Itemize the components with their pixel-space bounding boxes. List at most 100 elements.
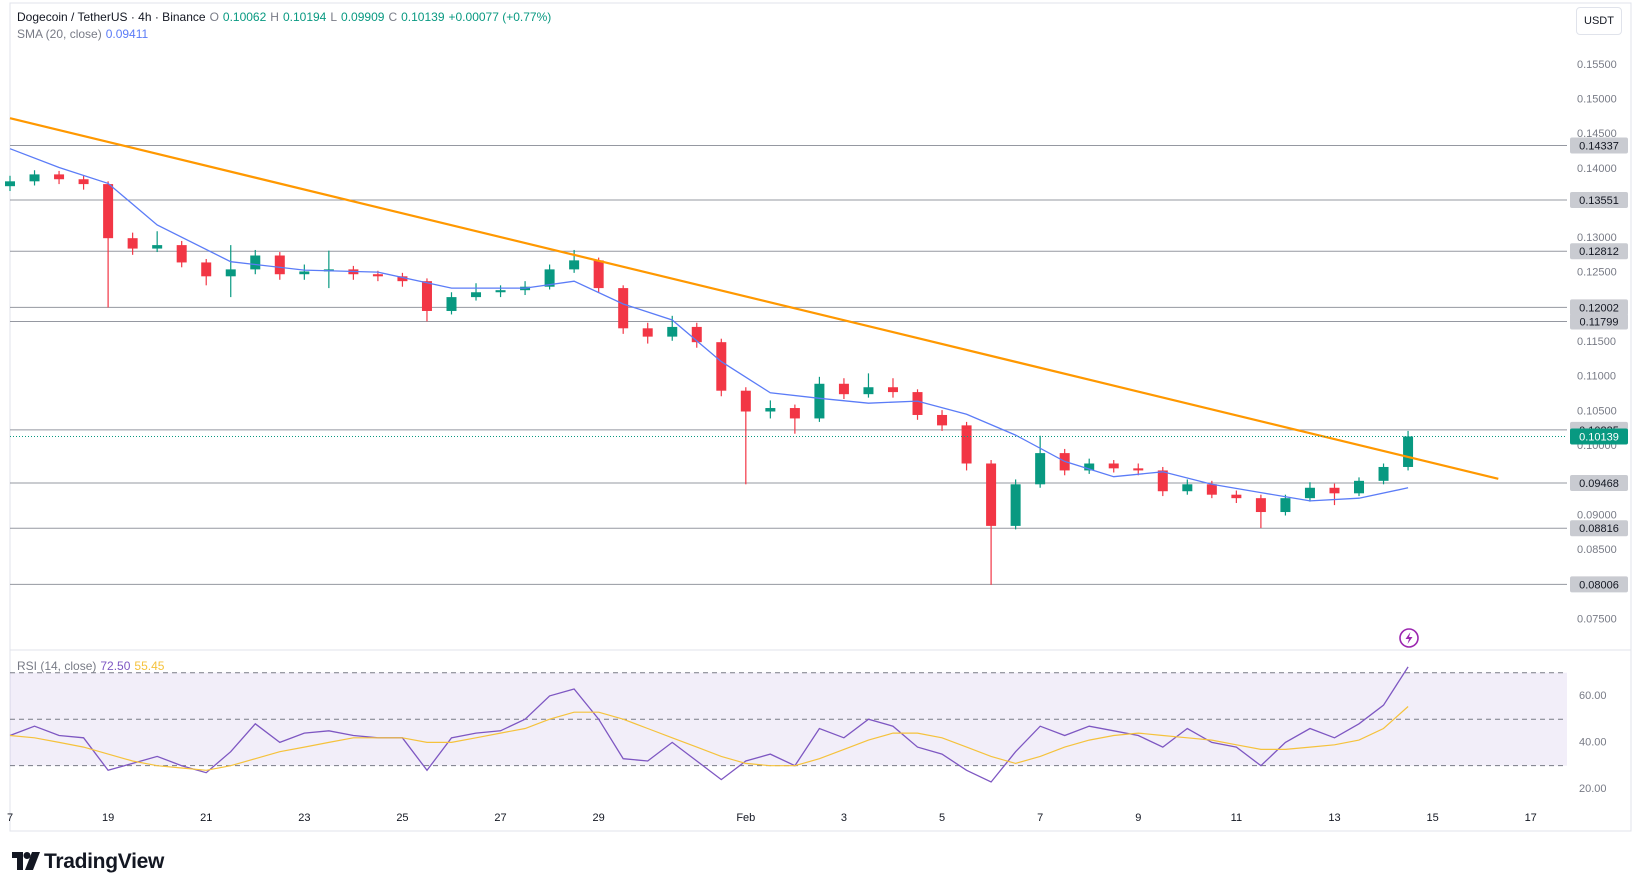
candle-body	[1084, 463, 1095, 471]
candle-body	[642, 328, 653, 337]
level-label: 0.14337	[1579, 140, 1619, 152]
symbol-legend: Dogecoin / TetherUS · 4h · Binance O 0.100…	[17, 10, 555, 24]
candle-body	[54, 174, 65, 180]
candle-body	[1255, 498, 1266, 513]
sma-value: 0.09411	[105, 27, 149, 41]
candle-body	[691, 326, 702, 343]
ohlc-label: H	[270, 10, 279, 24]
rsi-legend: RSI (14, close) 72.50 55.45	[17, 659, 168, 673]
candle-body	[1329, 487, 1340, 494]
level-label-box	[1570, 137, 1628, 154]
candle-body	[1133, 468, 1144, 471]
candle-body	[740, 390, 751, 412]
candle-body	[471, 292, 482, 298]
candle-body	[1280, 498, 1291, 513]
level-label-box	[1570, 475, 1628, 492]
candle-body	[127, 238, 138, 249]
candle-body	[1378, 466, 1389, 481]
level-label: 0.09468	[1579, 478, 1619, 490]
ohlc-value: 0.10139	[401, 10, 445, 24]
level-label: 0.08006	[1579, 579, 1619, 591]
y-tick-label: 0.14000	[1577, 163, 1617, 175]
candle-body	[569, 260, 580, 270]
y-tick-label: 0.09000	[1577, 509, 1617, 521]
alert-icon[interactable]	[1399, 628, 1419, 648]
level-label-box	[1570, 191, 1628, 208]
candle-body	[446, 297, 457, 311]
candle-body	[986, 463, 997, 526]
x-tick-label: 15	[1426, 812, 1438, 824]
rsi-value: 72.50	[100, 659, 131, 673]
symbol-title: Dogecoin / TetherUS · 4h · Binance	[17, 10, 206, 24]
ohlc-value: 0.10062	[222, 10, 267, 24]
ohlc-label: O	[209, 10, 219, 24]
rsi-tick-label: 20.00	[1579, 783, 1607, 795]
x-tick-label: 23	[298, 812, 310, 824]
x-tick-label: 17	[1525, 812, 1537, 824]
x-tick-label: 7	[1037, 812, 1043, 824]
candle-body	[765, 408, 776, 412]
candle-body	[78, 179, 89, 185]
candle-body	[299, 271, 310, 275]
x-tick-label: 27	[494, 812, 506, 824]
candle-body	[838, 383, 849, 395]
ohlc-label: L	[330, 10, 338, 24]
candle-body	[495, 290, 506, 293]
y-tick-label: 0.07500	[1577, 613, 1617, 625]
y-tick-label: 0.14500	[1577, 128, 1617, 140]
x-tick-label: 9	[1135, 812, 1141, 824]
candle-body	[1035, 453, 1046, 485]
logo-part	[23, 852, 31, 859]
candle-body	[225, 269, 236, 277]
candle-body	[1231, 494, 1242, 499]
last-price-label: 0.10139	[1579, 431, 1619, 443]
ohlc-value: 0.10194	[282, 10, 327, 24]
candle-body	[863, 387, 874, 395]
chart-frame	[9, 2, 1632, 832]
x-tick-label: 3	[841, 812, 847, 824]
x-tick-label: 13	[1328, 812, 1340, 824]
rsi-name: RSI (14, close)	[17, 659, 97, 673]
candle-body	[937, 414, 948, 426]
trend-line	[9, 117, 1499, 480]
sma-name: SMA (20, close)	[17, 27, 102, 41]
y-tick-label: 0.12500	[1577, 267, 1617, 279]
candle-body	[887, 387, 898, 393]
candle-body	[789, 408, 800, 419]
candle-body	[5, 181, 15, 187]
candle-body	[372, 274, 383, 277]
candle-body	[1182, 484, 1193, 492]
level-label: 0.11799	[1580, 316, 1619, 328]
rsi-sma-line	[9, 706, 1409, 771]
brand-name: TradingView	[44, 850, 165, 873]
candle-body	[274, 255, 285, 275]
level-label: 0.13551	[1579, 195, 1619, 207]
logo-mark	[12, 852, 40, 870]
rsi-sma-value: 55.45	[134, 659, 165, 673]
level-label-box	[1570, 313, 1628, 330]
ohlc-label: C	[388, 10, 398, 24]
x-tick-label: Feb	[736, 812, 755, 824]
candle-body	[814, 383, 825, 419]
candle-body	[1354, 480, 1365, 494]
candle-body	[1010, 484, 1021, 526]
x-tick-label: 21	[200, 812, 212, 824]
logo-part	[12, 852, 23, 870]
candle-body	[1206, 484, 1217, 495]
candle-body	[544, 269, 555, 287]
candle-body	[1304, 487, 1315, 499]
candle-body	[1108, 463, 1119, 469]
level-label-box	[1570, 243, 1628, 260]
rsi-tick-label: 40.00	[1579, 736, 1607, 748]
candle-body	[201, 262, 212, 277]
candle-body	[1403, 436, 1414, 467]
y-tick-label: 0.11000	[1577, 371, 1616, 383]
rsi-line	[9, 666, 1409, 783]
level-label: 0.08816	[1579, 523, 1619, 535]
candle-body	[29, 174, 40, 182]
currency-button[interactable]: USDT	[1576, 7, 1622, 35]
rsi-tick-label: 60.00	[1579, 690, 1607, 702]
y-tick-label: 0.11500	[1577, 336, 1616, 348]
